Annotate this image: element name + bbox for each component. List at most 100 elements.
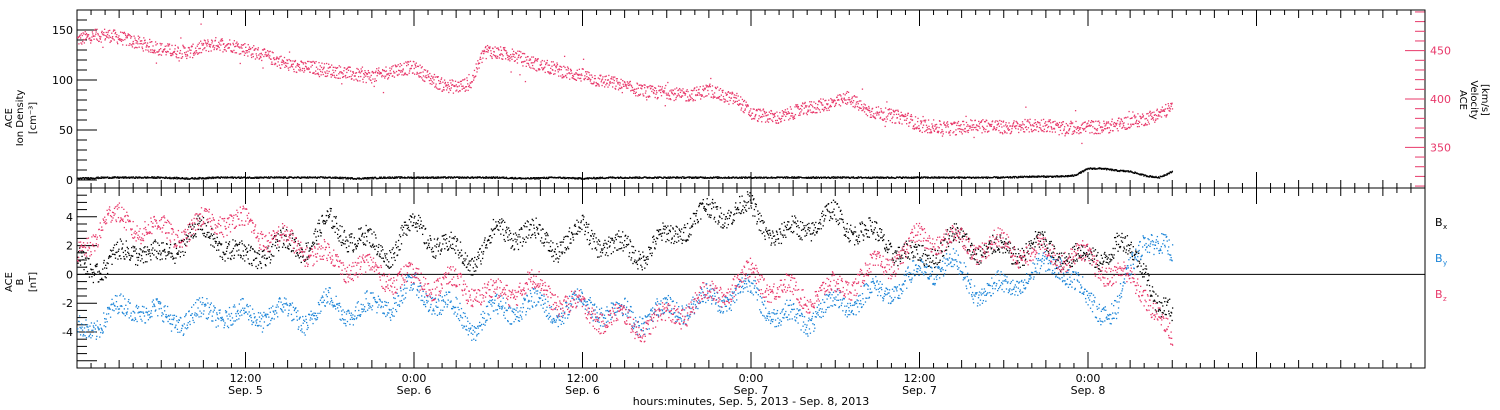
velocity-point [528, 64, 530, 66]
velocity-point [954, 134, 957, 136]
velocity-point [774, 112, 776, 115]
velocity-point [1169, 110, 1171, 112]
velocity-point [504, 46, 506, 49]
density-point [216, 176, 218, 178]
velocity-point [1027, 127, 1030, 129]
velocity-point [351, 78, 353, 80]
velocity-point [654, 87, 656, 89]
velocity-point [342, 75, 345, 78]
velocity-point [1048, 120, 1051, 123]
density-point [1064, 176, 1066, 178]
density-point [921, 176, 923, 178]
velocity-point [726, 100, 729, 102]
velocity-point [85, 33, 87, 36]
velocity-point [565, 75, 567, 77]
density-point [112, 177, 115, 179]
velocity-point [234, 45, 237, 47]
velocity-point [1046, 124, 1048, 126]
velocity-point [407, 60, 409, 63]
density-point [258, 177, 261, 179]
velocity-point [183, 47, 185, 49]
velocity-point [432, 77, 434, 79]
velocity-point [591, 83, 593, 85]
velocity-point [582, 68, 584, 70]
velocity-point [570, 69, 573, 72]
velocity-point [1141, 116, 1143, 118]
velocity-point [603, 82, 605, 84]
velocity-point [571, 72, 573, 74]
velocity-point [393, 72, 395, 74]
density-point [539, 177, 542, 179]
velocity-point [394, 72, 396, 74]
velocity-point [852, 105, 854, 108]
velocity-point [1157, 115, 1159, 117]
velocity-point [733, 94, 736, 96]
velocity-point [757, 108, 760, 110]
density-point [874, 176, 876, 178]
density-point [94, 178, 96, 180]
density-point [1009, 176, 1011, 178]
velocity-point [194, 47, 197, 49]
velocity-point [358, 70, 361, 72]
velocity-point [458, 81, 460, 84]
density-point [342, 178, 344, 180]
density-point [88, 177, 90, 179]
velocity-point [692, 99, 695, 101]
velocity-point [258, 57, 261, 60]
velocity-point [1039, 122, 1041, 124]
velocity-point [742, 100, 745, 103]
velocity-point [880, 107, 882, 110]
velocity-point [104, 39, 106, 41]
velocity-point [102, 46, 104, 48]
velocity-point [550, 72, 552, 74]
velocity-point [1153, 111, 1155, 113]
velocity-point [605, 84, 607, 86]
velocity-point [544, 66, 546, 68]
velocity-point [557, 71, 559, 73]
velocity-point [833, 105, 836, 108]
density-point [514, 176, 516, 179]
velocity-point [942, 133, 944, 135]
velocity-point [1138, 121, 1141, 123]
velocity-point [614, 88, 617, 90]
velocity-point [888, 109, 890, 111]
velocity-point [652, 85, 654, 88]
velocity-point [1168, 107, 1171, 109]
velocity-point [291, 66, 294, 68]
velocity-point [726, 93, 728, 96]
velocity-point [315, 60, 317, 63]
velocity-point [1046, 130, 1049, 132]
velocity-point [1040, 128, 1042, 131]
velocity-point [633, 92, 635, 94]
velocity-point [196, 52, 198, 54]
velocity-point [90, 42, 92, 44]
velocity-point [390, 68, 393, 70]
density-point [587, 178, 590, 180]
density-point [87, 176, 89, 179]
density-point [212, 177, 214, 180]
velocity-point [317, 74, 320, 76]
velocity-point [937, 130, 939, 133]
velocity-point [910, 118, 912, 120]
density-point [186, 178, 189, 180]
velocity-point [789, 117, 791, 120]
density-point [247, 176, 249, 178]
density-point [815, 177, 817, 179]
density-point [825, 176, 827, 179]
density-point [563, 178, 565, 180]
velocity-point [713, 95, 715, 97]
velocity-point [1020, 126, 1022, 129]
velocity-point [996, 124, 998, 126]
velocity-point [998, 129, 1000, 132]
velocity-point [721, 91, 724, 94]
density-point [494, 177, 497, 179]
velocity-point [1113, 125, 1115, 127]
velocity-point [1037, 122, 1039, 124]
density-point [975, 176, 977, 178]
density-point [879, 177, 882, 179]
density-point [595, 178, 597, 180]
velocity-point [169, 48, 171, 50]
velocity-point [298, 69, 300, 71]
velocity-point [939, 120, 941, 122]
velocity-point [284, 61, 286, 64]
